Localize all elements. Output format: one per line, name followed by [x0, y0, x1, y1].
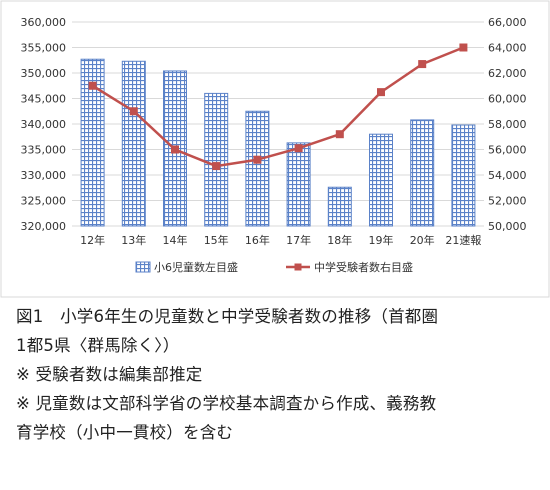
line-point — [418, 60, 427, 69]
bar — [121, 60, 146, 227]
x-axis: 12年 13年 14年 15年 16年 17年 18年 19年 20年 21速報 — [80, 233, 481, 247]
bar-series — [80, 58, 476, 227]
bar — [451, 124, 476, 227]
bar — [327, 186, 352, 227]
left-tick-label: 330,000 — [21, 169, 67, 182]
x-tick-label: 16年 — [245, 233, 270, 247]
right-tick-label: 56,000 — [488, 144, 527, 157]
series-line — [91, 46, 464, 168]
right-tick-label: 58,000 — [488, 118, 527, 131]
right-tick-label: 60,000 — [488, 93, 527, 106]
left-tick-label: 355,000 — [21, 42, 67, 55]
right-tick-label: 50,000 — [488, 220, 527, 233]
bar — [80, 58, 105, 227]
bar — [286, 142, 311, 227]
x-tick-label: 18年 — [327, 233, 352, 247]
bar — [245, 110, 270, 227]
right-tick-label: 64,000 — [488, 42, 527, 55]
line-point — [253, 155, 262, 164]
figure-caption: 図1 小学6年生の児童数と中学受験者数の推移（首都圏 1都5県〈群馬除く〉） ※… — [16, 302, 544, 447]
legend-line-label: 中学受験者数右目盛 — [314, 260, 413, 274]
legend-bar-label: 小6児童数左目盛 — [154, 260, 238, 274]
left-tick-label: 335,000 — [21, 144, 67, 157]
line-point — [129, 107, 138, 116]
x-tick-label: 12年 — [80, 233, 105, 247]
left-tick-label: 320,000 — [21, 220, 67, 233]
caption-line: 1都5県〈群馬除く〉） — [16, 336, 180, 355]
legend-line-marker — [294, 263, 302, 271]
x-tick-label: 19年 — [369, 233, 394, 247]
chart-area: 320,000 325,000 330,000 335,000 340,000 345,0… — [0, 0, 550, 298]
caption-line: 図1 小学6年生の児童数と中学受験者数の推移（首都圏 — [16, 307, 439, 326]
combo-chart: 320,000 325,000 330,000 335,000 340,000 345,0… — [0, 0, 550, 298]
caption-note: ※ 児童数は文部科学省の学校基本調査から作成、義務教 — [16, 394, 437, 413]
legend-bar-swatch — [135, 261, 151, 273]
line-point — [212, 162, 221, 171]
x-tick-label: 21速報 — [445, 234, 481, 247]
left-tick-label: 325,000 — [21, 195, 67, 208]
bar — [369, 133, 393, 227]
left-tick-label: 350,000 — [21, 67, 67, 80]
line-series — [88, 43, 468, 171]
x-tick-label: 14年 — [163, 233, 188, 247]
right-tick-label: 62,000 — [488, 67, 527, 80]
left-axis: 320,000 325,000 330,000 335,000 340,000 345,0… — [21, 16, 67, 233]
x-tick-label: 13年 — [121, 233, 146, 247]
bar — [410, 119, 435, 227]
line-point — [377, 88, 385, 97]
caption-note: ※ 受験者数は編集部推定 — [16, 365, 203, 384]
legend: 小6児童数左目盛 中学受験者数右目盛 — [135, 260, 413, 274]
right-tick-label: 54,000 — [488, 169, 527, 182]
bar — [204, 92, 229, 227]
line-point — [335, 130, 344, 139]
right-tick-label: 66,000 — [488, 16, 527, 29]
line-point — [171, 145, 179, 154]
left-tick-label: 340,000 — [21, 118, 67, 131]
left-tick-label: 360,000 — [21, 16, 67, 29]
x-tick-label: 20年 — [410, 233, 435, 247]
right-axis: 50,000 52,000 54,000 56,000 58,000 60,000 62,0… — [488, 16, 527, 233]
right-tick-label: 52,000 — [488, 195, 527, 208]
left-tick-label: 345,000 — [21, 93, 67, 106]
x-tick-label: 15年 — [204, 233, 229, 247]
line-point — [294, 144, 303, 153]
caption-note: 育学校（小中一貫校）を含む — [16, 423, 234, 442]
line-point — [88, 81, 97, 90]
line-point — [459, 43, 468, 52]
x-tick-label: 17年 — [286, 233, 311, 247]
